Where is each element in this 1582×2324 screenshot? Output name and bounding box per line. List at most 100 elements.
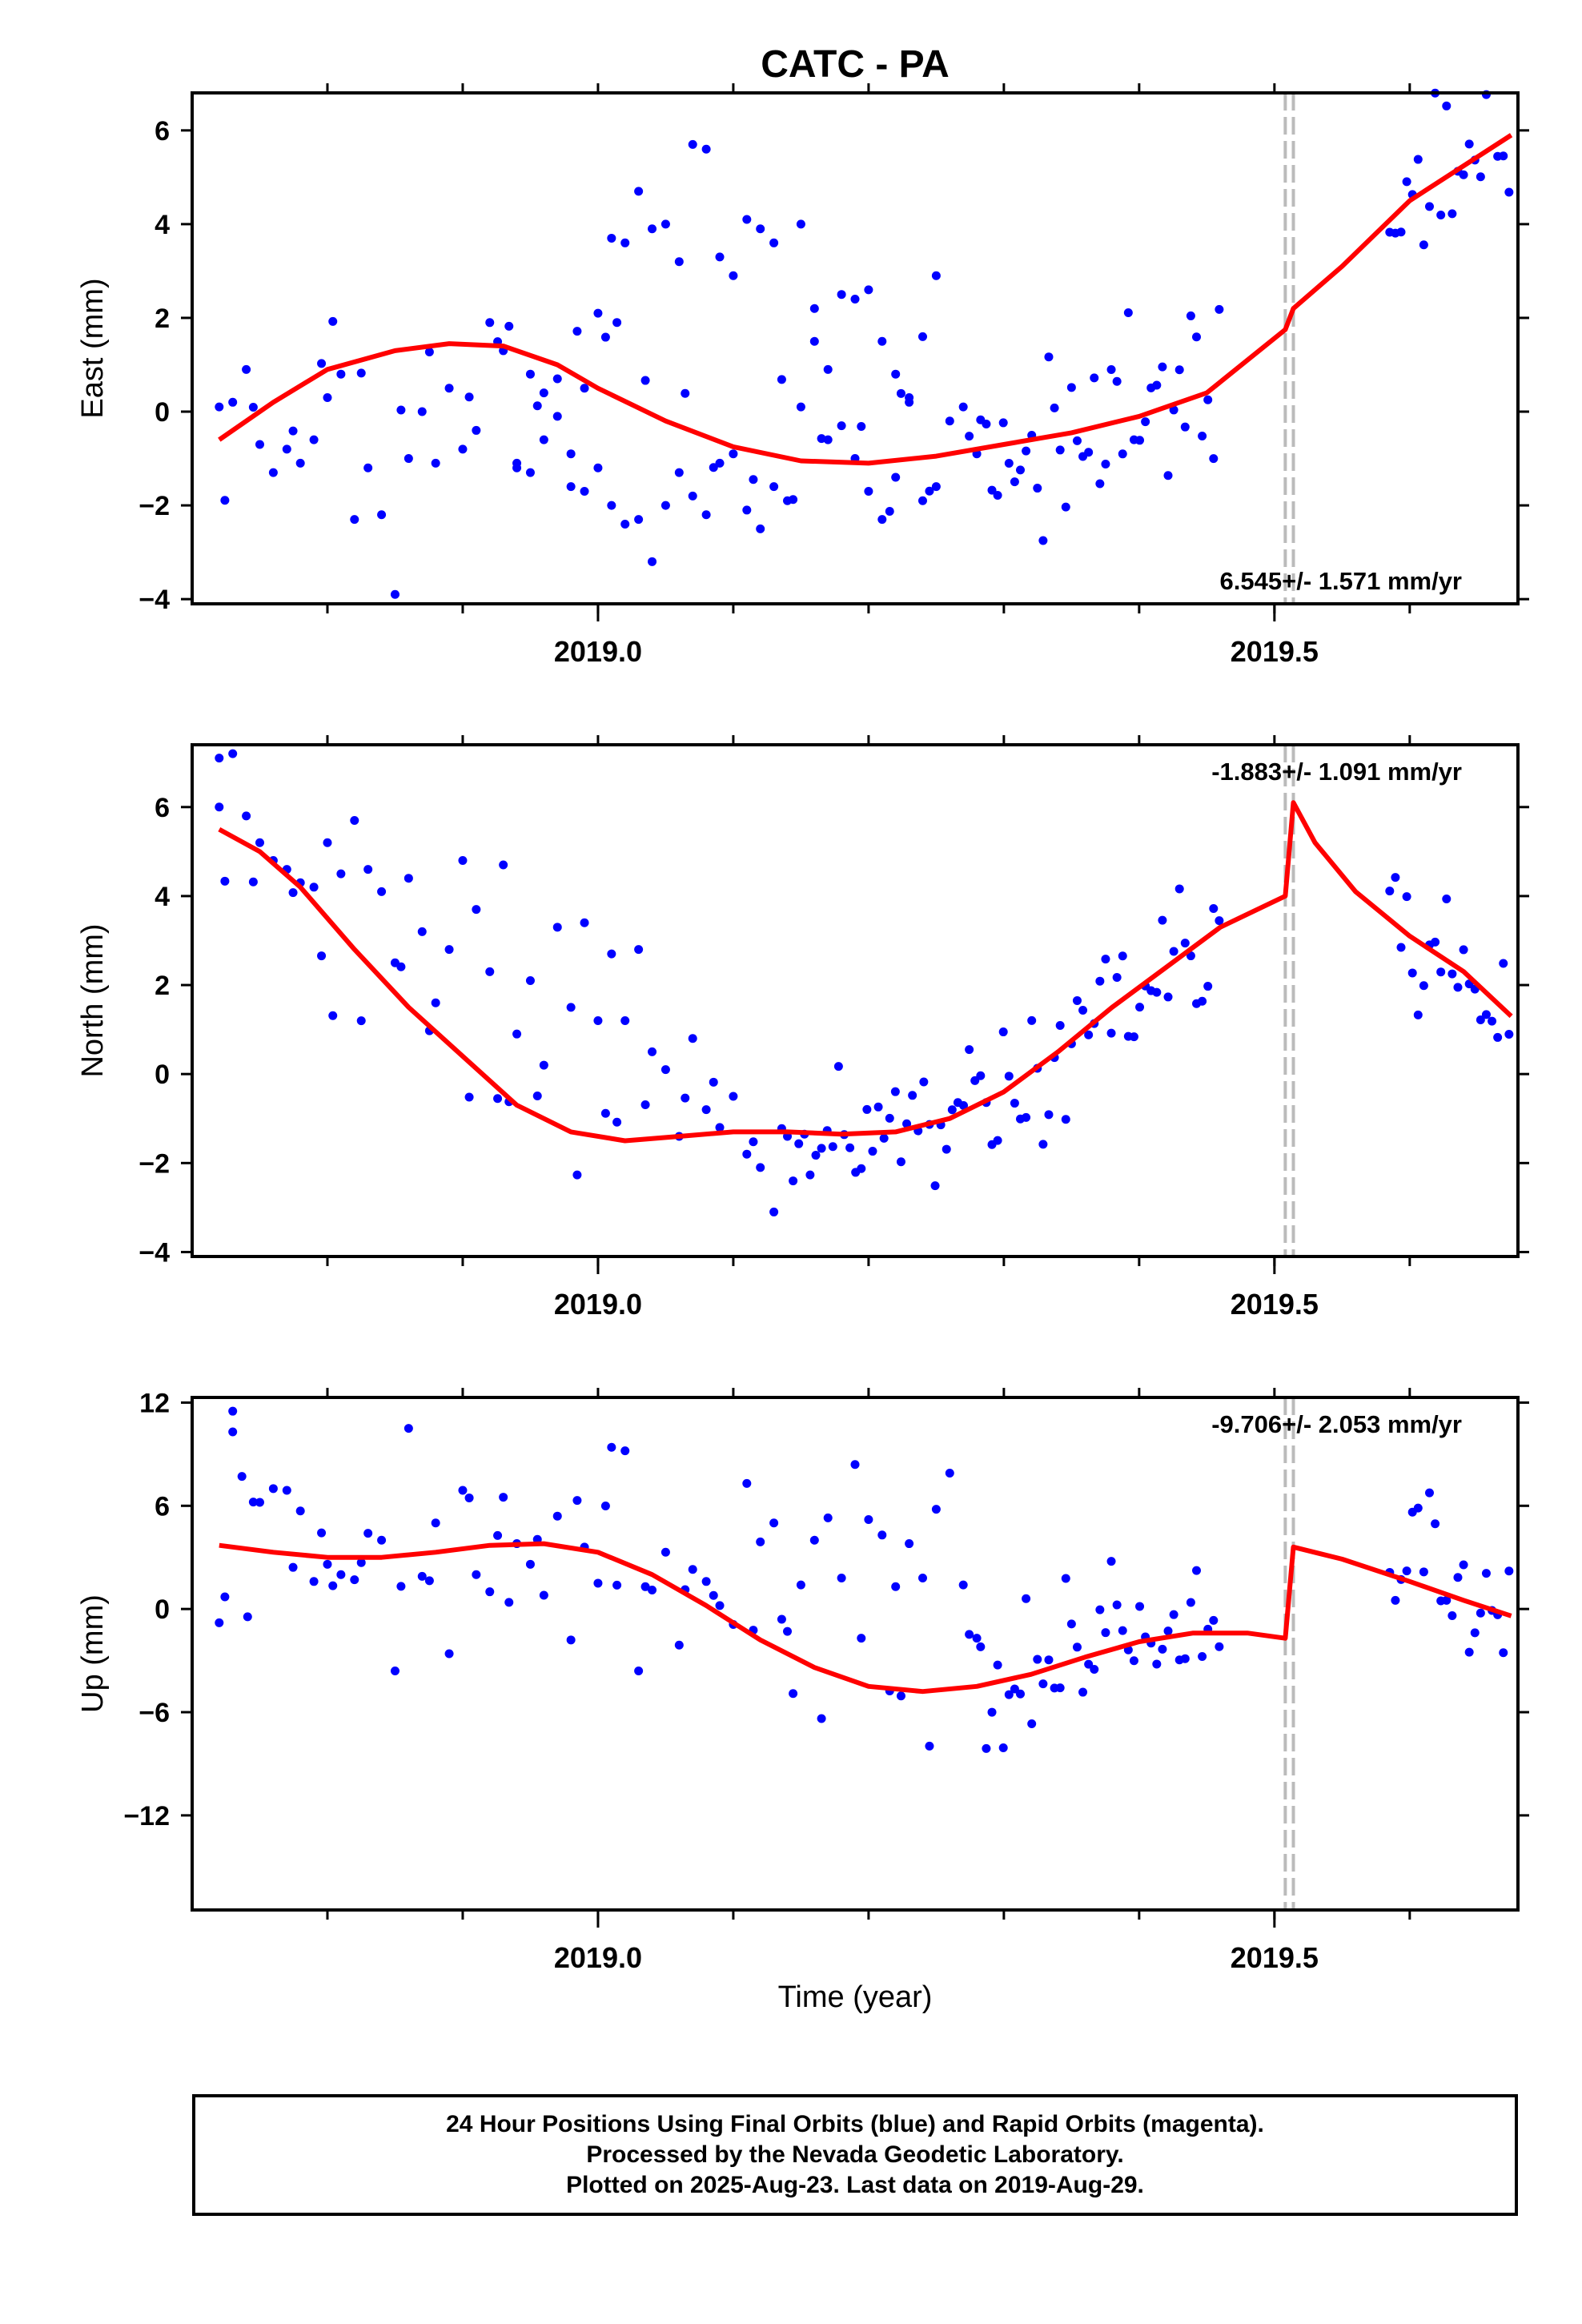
point-north-12 <box>363 865 373 875</box>
ytick-label-east-0: −4 <box>139 585 170 615</box>
point-east-extra-39 <box>1044 352 1054 362</box>
caption-box: 24 Hour Positions Using Final Orbits (bl… <box>192 2094 1518 2216</box>
point-east-4 <box>268 468 278 477</box>
point-up-30 <box>620 1446 630 1456</box>
up-panel: −12 −6 0 6 12 2019.0 2019.5 Up (mm) -9.706+/- 2.… <box>76 1388 1529 1974</box>
point-north-extra-34 <box>868 1147 877 1156</box>
point-up-extra-49 <box>1090 1665 1099 1675</box>
point-north-extra-77 <box>1112 973 1122 983</box>
point-up-extra-17 <box>640 1582 650 1591</box>
point-up-extra-86 <box>1464 1647 1474 1657</box>
point-up-extra-21 <box>777 1614 786 1624</box>
point-east-0 <box>215 402 224 412</box>
ytick-label-east-2: 0 <box>155 397 170 428</box>
point-up-55 <box>958 1580 968 1590</box>
point-north-extra-18 <box>749 1137 758 1147</box>
point-up-1 <box>228 1406 238 1416</box>
point-north-19 <box>458 855 468 865</box>
point-north-extra-114 <box>1488 1016 1497 1026</box>
point-north-extra-38 <box>890 1087 900 1096</box>
ytick-label-north-1: −2 <box>139 1148 170 1179</box>
point-east-extra-12 <box>572 327 582 336</box>
point-north-extra-43 <box>919 1077 929 1087</box>
point-north-27 <box>566 1003 576 1012</box>
point-up-51 <box>905 1539 914 1549</box>
point-east-extra-69 <box>1215 304 1224 314</box>
point-north-extra-92 <box>1198 996 1207 1006</box>
point-north-30 <box>607 949 616 959</box>
point-east-extra-29 <box>987 485 997 495</box>
point-up-47 <box>850 1460 860 1470</box>
point-east-extra-0 <box>220 496 230 505</box>
point-east-27 <box>580 384 589 393</box>
north-panel: −4 −2 0 2 4 6 2019.0 2019.5 North (mm) -1.883+/- … <box>76 735 1529 1321</box>
point-north-extra-13 <box>600 1108 610 1118</box>
point-east-extra-13 <box>600 332 610 342</box>
ytick-label-north-5: 6 <box>155 793 170 823</box>
point-north-1 <box>228 749 238 758</box>
point-up-33 <box>661 1547 670 1557</box>
point-up-extra-31 <box>987 1707 997 1717</box>
point-up-6 <box>295 1506 305 1516</box>
point-north-3 <box>242 811 251 821</box>
point-north-extra-102 <box>1419 981 1428 991</box>
point-east-13 <box>390 589 400 599</box>
point-east-extra-41 <box>1055 445 1065 455</box>
point-north-extra-17 <box>709 1077 718 1087</box>
point-east-51 <box>917 332 927 341</box>
ytick-label-up-0: −12 <box>123 1801 170 1831</box>
point-east-31 <box>634 187 644 196</box>
point-up-extra-27 <box>925 1741 934 1751</box>
point-east-extra-83 <box>1459 170 1468 179</box>
point-east-59 <box>593 463 603 472</box>
point-east-extra-14 <box>612 318 622 328</box>
point-east-82 <box>905 392 914 402</box>
point-east-extra-65 <box>1192 332 1202 342</box>
point-up-extra-24 <box>857 1634 866 1643</box>
point-east-7 <box>309 435 319 444</box>
point-east-38 <box>729 271 738 280</box>
point-north-41 <box>756 1163 765 1172</box>
point-east-extra-52 <box>1118 449 1127 459</box>
point-up-56 <box>972 1634 982 1643</box>
point-up-extra-83 <box>1447 1610 1457 1620</box>
point-north-extra-93 <box>1203 982 1213 991</box>
point-east-16 <box>431 458 440 468</box>
point-north-extra-40 <box>902 1119 912 1128</box>
point-north-extra-61 <box>1022 1112 1031 1122</box>
point-up-extra-60 <box>1152 1659 1162 1669</box>
point-up-0 <box>215 1618 224 1627</box>
point-east-83 <box>917 496 927 505</box>
point-east-extra-16 <box>681 388 690 398</box>
point-north-extra-70 <box>1072 995 1082 1005</box>
point-east-extra-64 <box>1186 311 1195 320</box>
point-north-extra-11 <box>532 1091 542 1100</box>
point-east-extra-22 <box>857 422 866 432</box>
point-up-extra-71 <box>1215 1642 1224 1651</box>
point-east-extra-37 <box>1033 484 1042 493</box>
point-north-extra-37 <box>885 1113 894 1123</box>
point-east-65 <box>674 468 684 477</box>
point-up-39 <box>742 1478 752 1488</box>
point-east-32 <box>648 224 657 234</box>
point-east-extra-53 <box>1123 308 1133 317</box>
point-north-extra-56 <box>993 1136 1002 1145</box>
point-east-71 <box>756 524 765 533</box>
xtick-label-east-1: 2019.5 <box>1231 635 1319 668</box>
point-up-extra-54 <box>1118 1626 1127 1635</box>
point-east-75 <box>809 304 819 313</box>
point-up-45 <box>823 1513 833 1522</box>
point-north-extra-6 <box>396 962 406 971</box>
point-east-33 <box>661 219 670 229</box>
point-north-extra-2 <box>288 888 298 898</box>
point-up-extra-38 <box>1027 1719 1037 1728</box>
point-north-10 <box>336 869 346 879</box>
point-east-37 <box>715 252 725 262</box>
point-east-extra-60 <box>1163 471 1173 480</box>
ytick-label-east-1: −2 <box>139 491 170 521</box>
point-north-extra-45 <box>930 1181 940 1191</box>
point-north-34 <box>661 1065 670 1075</box>
point-up-48 <box>864 1514 873 1524</box>
point-north-extra-104 <box>1431 937 1440 947</box>
point-east-2 <box>242 364 251 374</box>
